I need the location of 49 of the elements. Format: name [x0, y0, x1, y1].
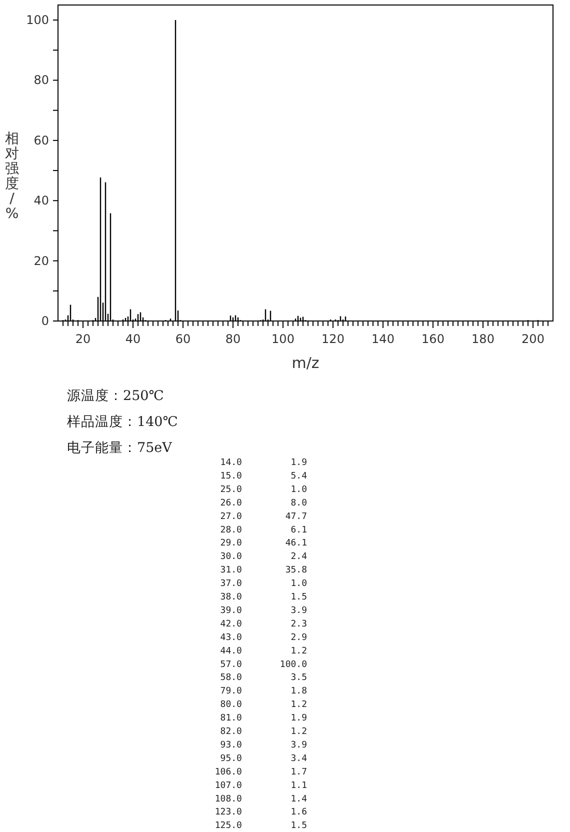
- y-tick-label: 0: [41, 314, 49, 328]
- x-tick-label: 80: [225, 332, 241, 346]
- x-tick-label: 40: [125, 332, 141, 346]
- text: 源温度：250℃: [67, 388, 164, 404]
- y-tick-label: 80: [34, 73, 49, 88]
- y-tick-label: 60: [34, 133, 49, 148]
- text: 30.0 2.4: [204, 552, 307, 562]
- text: 123.0 1.6: [204, 808, 307, 818]
- y-tick-label: 20: [34, 254, 49, 268]
- x-tick-label: 60: [175, 332, 191, 346]
- x-tick-label: 180: [472, 332, 494, 346]
- text: 81.0 1.9: [204, 714, 307, 724]
- text: 31.0 35.8: [204, 566, 307, 576]
- text: 38.0 1.5: [204, 592, 307, 602]
- text: 14.0 1.9: [204, 458, 307, 468]
- text: 27.0 47.7: [204, 512, 307, 522]
- x-tick-label: 20: [75, 332, 91, 346]
- x-axis-title: m/z: [292, 354, 320, 372]
- text: 42.0 2.3: [204, 619, 307, 630]
- text: 39.0 3.9: [204, 606, 307, 616]
- text: 样品温度：140℃: [67, 414, 178, 430]
- text: 93.0 3.9: [204, 740, 307, 750]
- text: 29.0 46.1: [204, 538, 307, 549]
- text: 37.0 1.0: [204, 579, 307, 590]
- x-tick-label: 100: [272, 332, 294, 346]
- text: 82.0 1.2: [204, 727, 307, 737]
- y-axis-title: 相对强度/%: [5, 131, 19, 222]
- text: 26.0 8.0: [204, 498, 307, 508]
- text: 25.0 1.0: [204, 484, 307, 495]
- y-tick-label: 40: [34, 194, 49, 208]
- x-tick-label: 200: [522, 332, 544, 346]
- text: 28.0 6.1: [204, 525, 307, 536]
- text: 108.0 1.4: [204, 794, 307, 804]
- text: 43.0 2.9: [204, 632, 307, 643]
- x-tick-label: 140: [372, 332, 394, 346]
- text: 107.0 1.1: [204, 780, 307, 791]
- text: 58.0 3.5: [204, 673, 307, 684]
- text: 57.0 100.0: [204, 660, 307, 670]
- x-tick-label: 120: [322, 332, 344, 346]
- x-tick-label: 160: [422, 332, 444, 346]
- text: 79.0 1.8: [204, 686, 307, 697]
- text: 125.0 1.5: [204, 821, 307, 832]
- text: 95.0 3.4: [204, 754, 307, 764]
- text: 15.0 5.4: [204, 471, 307, 482]
- text: 80.0 1.2: [204, 700, 307, 710]
- text: 电子能量：75eV: [67, 440, 172, 456]
- text: 44.0 1.2: [204, 646, 307, 656]
- y-tick-label: 100: [26, 13, 49, 28]
- text: 106.0 1.7: [204, 767, 307, 778]
